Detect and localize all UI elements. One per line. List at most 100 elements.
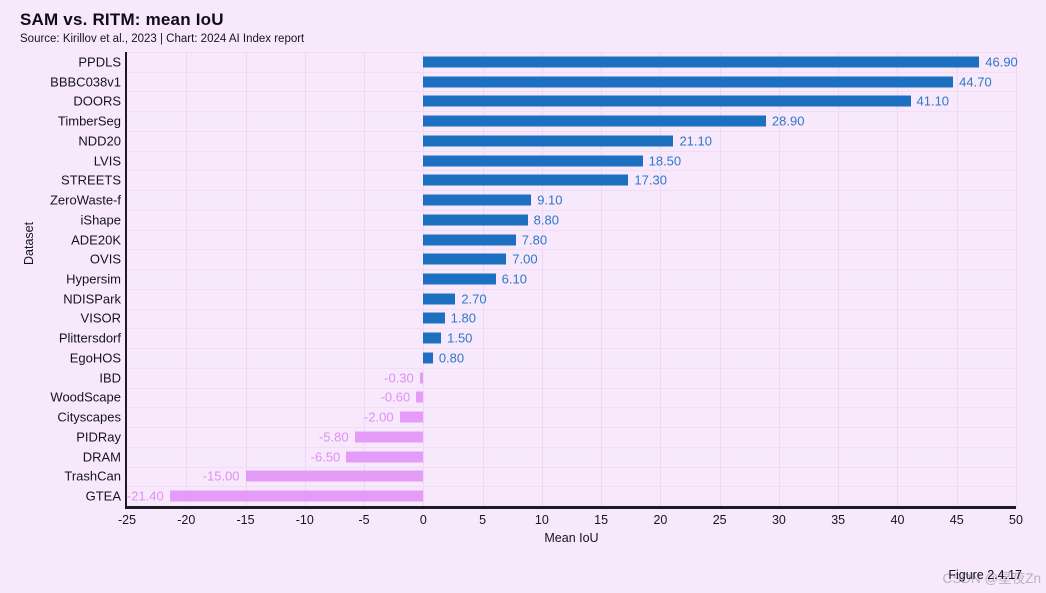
gridline-vertical [304,52,306,506]
gridline-vertical [778,52,780,506]
category-label: DRAM [82,449,121,465]
bar [423,115,766,127]
gridline-horizontal [127,229,1016,231]
gridline-horizontal [127,466,1016,468]
bar [423,352,433,364]
y-axis-spine [125,52,127,506]
gridline-horizontal [127,130,1016,132]
bar [399,411,424,423]
gridline-vertical [838,52,840,506]
category-label: ZeroWaste-f [49,192,121,208]
category-label: OVIS [89,251,121,267]
plot-area: 46.90 44.70 41.10 28.90 21.10 18.50 17.30 9.10 8… [125,52,1018,509]
category-label: GTEA [85,488,121,504]
value-label: -5.80 [318,429,349,445]
value-label: 1.80 [450,310,476,326]
value-label: -6.50 [310,449,341,465]
gridline-horizontal [127,328,1016,330]
category-label: VISOR [80,310,121,326]
value-label: 8.80 [533,212,559,228]
category-label: NDISPark [63,291,121,307]
bar [245,470,424,482]
gridline-horizontal [127,71,1016,73]
gridline-vertical [186,52,188,506]
x-tick-label: -15 [236,513,255,527]
x-tick-label: -10 [295,513,314,527]
value-label: 0.80 [438,350,465,366]
value-label: 28.90 [771,113,805,129]
value-label: -21.40 [126,488,164,504]
bar [423,135,674,147]
value-label: 17.30 [634,172,667,188]
category-label: TrashCan [64,468,121,484]
category-label: EgoHOS [69,350,121,366]
category-label: DOORS [73,93,121,109]
bar [419,372,424,384]
gridline-vertical [956,52,958,506]
gridline-horizontal [127,150,1016,152]
x-axis-spine [125,506,1016,509]
bar [423,253,507,265]
gridline-horizontal [127,446,1016,448]
gridline-vertical [541,52,543,506]
value-label: -0.60 [380,389,411,405]
bar [423,273,496,285]
gridline-vertical [719,52,721,506]
value-label: 18.50 [648,153,682,169]
gridline-vertical [364,52,366,506]
bar [169,490,424,502]
x-tick-label: 45 [949,513,964,527]
category-label: ADE20K [71,232,121,248]
value-label: 7.80 [521,232,548,248]
gridline-horizontal [127,170,1016,172]
category-label: PPDLS [78,54,121,70]
category-label: TimberSeg [57,113,121,129]
gridline-horizontal [127,111,1016,113]
bar [423,332,442,344]
bar [423,76,954,88]
x-tick-label: -25 [117,513,137,527]
category-label: PIDRay [76,429,121,445]
bar [346,451,424,463]
gridline-horizontal [127,308,1016,310]
value-label: 1.50 [447,330,473,346]
bar [423,95,911,107]
x-axis-label: Mean IoU [544,531,599,545]
x-tick-label: 50 [1009,513,1023,527]
gridline-vertical [660,52,662,506]
gridline-horizontal [127,269,1016,271]
gridline-horizontal [127,91,1016,93]
x-tick-label: 15 [594,513,609,527]
x-tick-label: 0 [419,513,427,527]
watermark: CSDN @星夜Zn [942,571,1041,586]
bar [423,174,629,186]
x-tick-label: 35 [831,513,846,527]
x-axis-tick-labels: -25 -20 -15 -10 -5 0 5 10 15 20 25 30 35 40 45 50 [118,513,1023,529]
bar [423,56,980,68]
value-label: 7.00 [512,251,538,267]
gridline-horizontal [127,427,1016,429]
bar [354,431,424,443]
category-label: WoodScape [50,389,121,405]
gridline-vertical [245,52,247,506]
value-label: 21.10 [679,133,712,149]
value-label: 2.70 [461,291,487,307]
x-tick-label: 30 [771,513,786,527]
x-tick-label: 20 [653,513,668,527]
chart-title: SAM vs. RITM: mean IoU [20,10,224,29]
category-label: Plittersdorf [58,330,121,346]
chart-subtitle: Source: Kirillov et al., 2023 | Chart: 2… [20,33,305,45]
category-label: NDD20 [78,133,121,149]
value-label: 46.90 [985,54,1018,70]
category-label: Cityscapes [57,409,121,425]
gridline-horizontal [127,348,1016,350]
x-tick-label: -5 [358,513,370,527]
category-label: STREETS [61,172,121,188]
value-label: 41.10 [916,93,950,109]
category-label: iShape [80,212,121,228]
gridline-vertical [897,52,899,506]
value-label: -15.00 [202,468,240,484]
gridline-horizontal [127,407,1016,409]
y-axis-tick-labels: PPDLS BBBC038v1 DOORS TimberSeg NDD20 LVIS STR… [0,52,121,506]
